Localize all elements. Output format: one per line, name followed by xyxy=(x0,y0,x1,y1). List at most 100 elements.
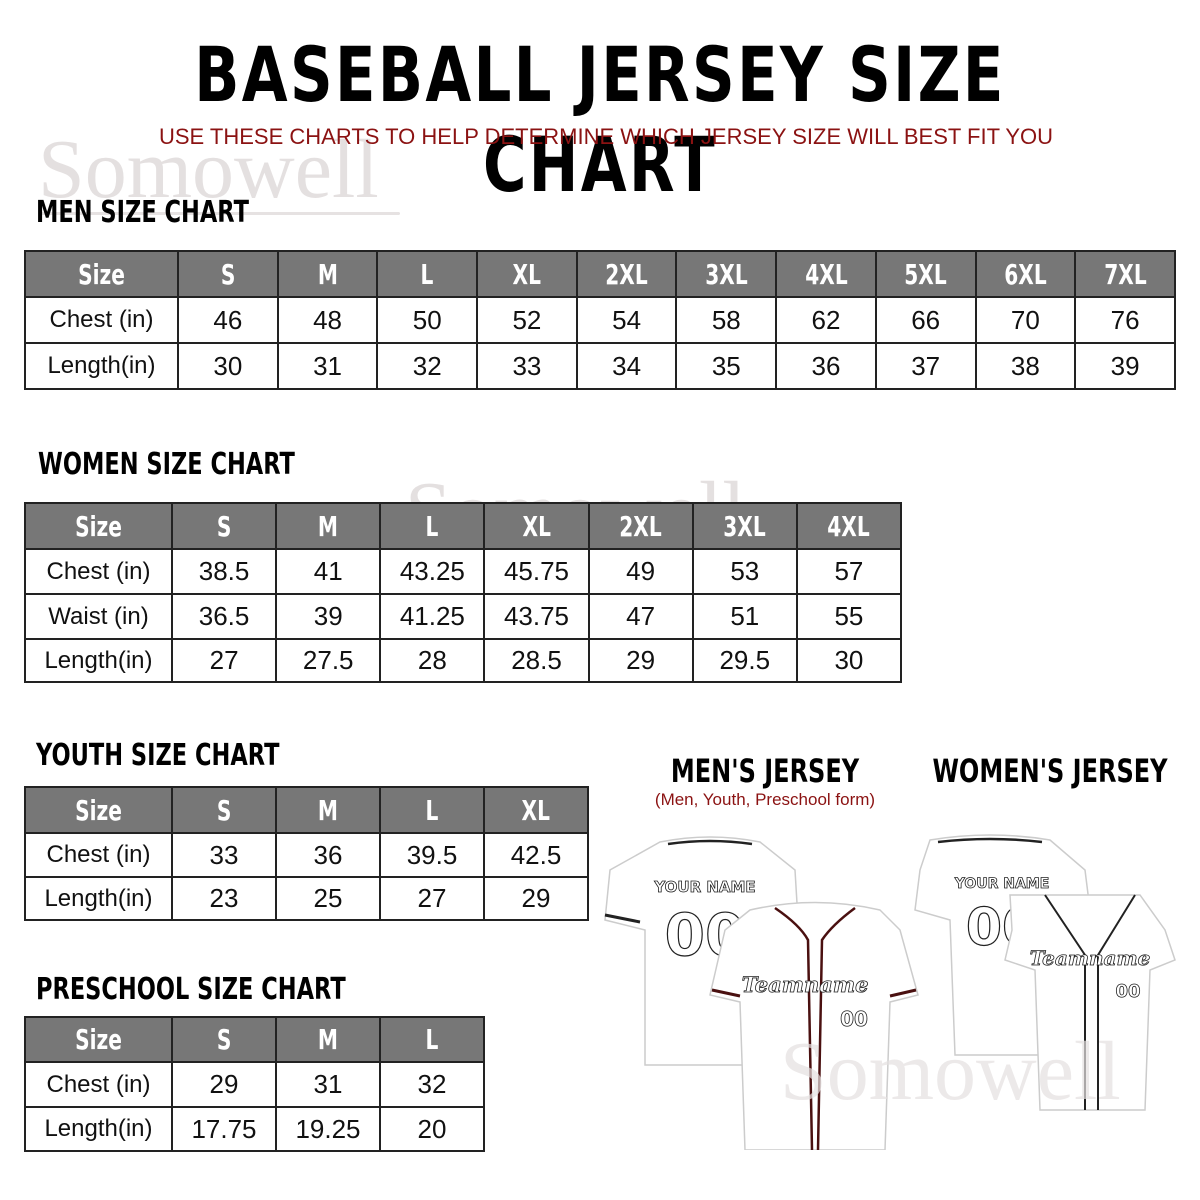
youth-size-table: Size S M L XL Chest (in) 33 36 39.5 42.5 Length(in… xyxy=(24,786,589,921)
size-label-cell: S xyxy=(171,786,277,834)
size-label-cell: L xyxy=(379,502,486,550)
measurement-cell: 57 xyxy=(795,548,903,595)
jersey-team-text: Teamname xyxy=(742,972,869,997)
size-label-cell: XL xyxy=(483,502,590,550)
measurement-cell: 47 xyxy=(587,593,694,640)
row-label: Chest (in) xyxy=(24,1061,173,1108)
preschool-section-title: PRESCHOOL SIZE CHART xyxy=(36,972,346,1007)
size-label-cell: M xyxy=(275,502,382,550)
header-text: S xyxy=(216,1023,232,1056)
size-label-cell: L xyxy=(379,1016,485,1063)
measurement-cell: 36 xyxy=(775,342,877,390)
table-row: Waist (in) 36.5 39 41.25 43.75 47 51 55 xyxy=(24,593,903,640)
measurement-cell: 33 xyxy=(171,832,277,878)
measurement-cell: 23 xyxy=(171,876,277,921)
table-row: Chest (in) 33 36 39.5 42.5 xyxy=(24,832,589,878)
measurement-cell: 17.75 xyxy=(171,1106,277,1152)
measurement-cell: 34 xyxy=(575,342,678,390)
measurement-cell: 25 xyxy=(275,876,381,921)
jersey-name-text: YOUR NAME xyxy=(954,876,1050,892)
header-text: S xyxy=(220,257,236,291)
table-header-row: Size S M L XL 2XL 3XL 4XL xyxy=(24,502,903,550)
men-size-table: Size S M L XL 2XL 3XL 4XL 5XL 6XL 7XL Chest (in) 46 4… xyxy=(24,250,1176,390)
size-header-cell: Size xyxy=(24,250,179,298)
row-label: Length(in) xyxy=(24,342,179,390)
mens-jersey-title: MEN'S JERSEY xyxy=(670,752,860,790)
table-header-row: Size S M L xyxy=(24,1016,485,1063)
watermark: Somowell xyxy=(38,123,379,216)
jersey-team-text: Teamname xyxy=(1030,946,1151,970)
header-text: 4XL xyxy=(827,509,871,543)
measurement-cell: 50 xyxy=(376,296,479,344)
size-label-cell: 4XL xyxy=(795,502,903,550)
jersey-name-text: YOUR NAME xyxy=(653,878,755,896)
measurement-cell: 20 xyxy=(379,1106,485,1152)
measurement-cell: 39.5 xyxy=(379,832,485,878)
measurement-cell: 43.25 xyxy=(379,548,486,595)
measurement-cell: 76 xyxy=(1074,296,1176,344)
measurement-cell: 62 xyxy=(775,296,877,344)
table-header-row: Size S M L XL 2XL 3XL 4XL 5XL 6XL 7XL xyxy=(24,250,1176,298)
measurement-cell: 29 xyxy=(483,876,589,921)
size-label-cell: 6XL xyxy=(974,250,1077,298)
row-label: Chest (in) xyxy=(24,832,173,878)
table-row: Length(in) 23 25 27 29 xyxy=(24,876,589,921)
measurement-cell: 30 xyxy=(177,342,279,390)
measurement-cell: 42.5 xyxy=(483,832,589,878)
size-label-cell: 5XL xyxy=(874,250,977,298)
measurement-cell: 55 xyxy=(795,593,903,640)
measurement-cell: 37 xyxy=(874,342,977,390)
measurement-cell: 70 xyxy=(974,296,1077,344)
measurement-cell: 38 xyxy=(974,342,1077,390)
row-label: Chest (in) xyxy=(24,296,179,344)
measurement-cell: 58 xyxy=(675,296,778,344)
header-text: L xyxy=(420,257,434,291)
measurement-cell: 38.5 xyxy=(170,548,278,595)
measurement-cell: 43.75 xyxy=(483,593,590,640)
measurement-cell: 30 xyxy=(795,638,903,683)
measurement-cell: 54 xyxy=(575,296,678,344)
row-label: Chest (in) xyxy=(24,548,173,595)
size-label-cell: M xyxy=(276,250,379,298)
header-text: XL xyxy=(521,793,551,827)
table-header-row: Size S M L XL xyxy=(24,786,589,834)
table-row: Length(in) 17.75 19.25 20 xyxy=(24,1106,485,1152)
size-label-cell: 3XL xyxy=(675,250,778,298)
women-section-title: WOMEN SIZE CHART xyxy=(38,447,295,482)
header-text: XL xyxy=(512,257,542,291)
women-size-table: Size S M L XL 2XL 3XL 4XL Chest (in) 38.5 41 43.25 4… xyxy=(24,502,903,683)
measurement-cell: 19.25 xyxy=(275,1106,381,1152)
mens-jersey-image: YOUR NAME 00 Teamname 00 xyxy=(604,836,919,1150)
measurement-cell: 51 xyxy=(691,593,798,640)
measurement-cell: 41 xyxy=(275,548,382,595)
page-title: BASEBALL JERSEY SIZE CHART xyxy=(194,30,1006,209)
womens-jersey-title: WOMEN'S JERSEY xyxy=(932,752,1168,790)
header-text: Size xyxy=(75,1023,122,1056)
table-row: Length(in) 27 27.5 28 28.5 29 29.5 30 xyxy=(24,638,903,683)
size-header-cell: Size xyxy=(24,1016,173,1063)
header-text: 2XL xyxy=(605,257,648,291)
header-text: L xyxy=(425,793,439,827)
measurement-cell: 52 xyxy=(476,296,578,344)
header-text: M xyxy=(317,257,338,291)
row-label: Length(in) xyxy=(24,638,173,683)
measurement-cell: 53 xyxy=(691,548,798,595)
header-text: Size xyxy=(78,257,125,291)
jersey-front-number: 00 xyxy=(840,1007,868,1031)
size-label-cell: 4XL xyxy=(775,250,877,298)
header-text: Size xyxy=(75,509,122,543)
jersey-front-number: 00 xyxy=(1115,981,1140,1002)
header-text: 7XL xyxy=(1103,257,1147,291)
size-label-cell: XL xyxy=(483,786,589,834)
header-text: M xyxy=(317,1023,339,1056)
size-header-cell: Size xyxy=(24,502,173,550)
header-text: M xyxy=(317,793,339,827)
watermark: Somowell xyxy=(780,1025,1121,1118)
measurement-cell: 36.5 xyxy=(170,593,278,640)
measurement-cell: 27 xyxy=(379,876,485,921)
header-text: 4XL xyxy=(804,257,848,291)
header-text: 5XL xyxy=(904,257,947,291)
size-label-cell: 7XL xyxy=(1074,250,1176,298)
size-header-cell: Size xyxy=(24,786,173,834)
measurement-cell: 66 xyxy=(874,296,977,344)
